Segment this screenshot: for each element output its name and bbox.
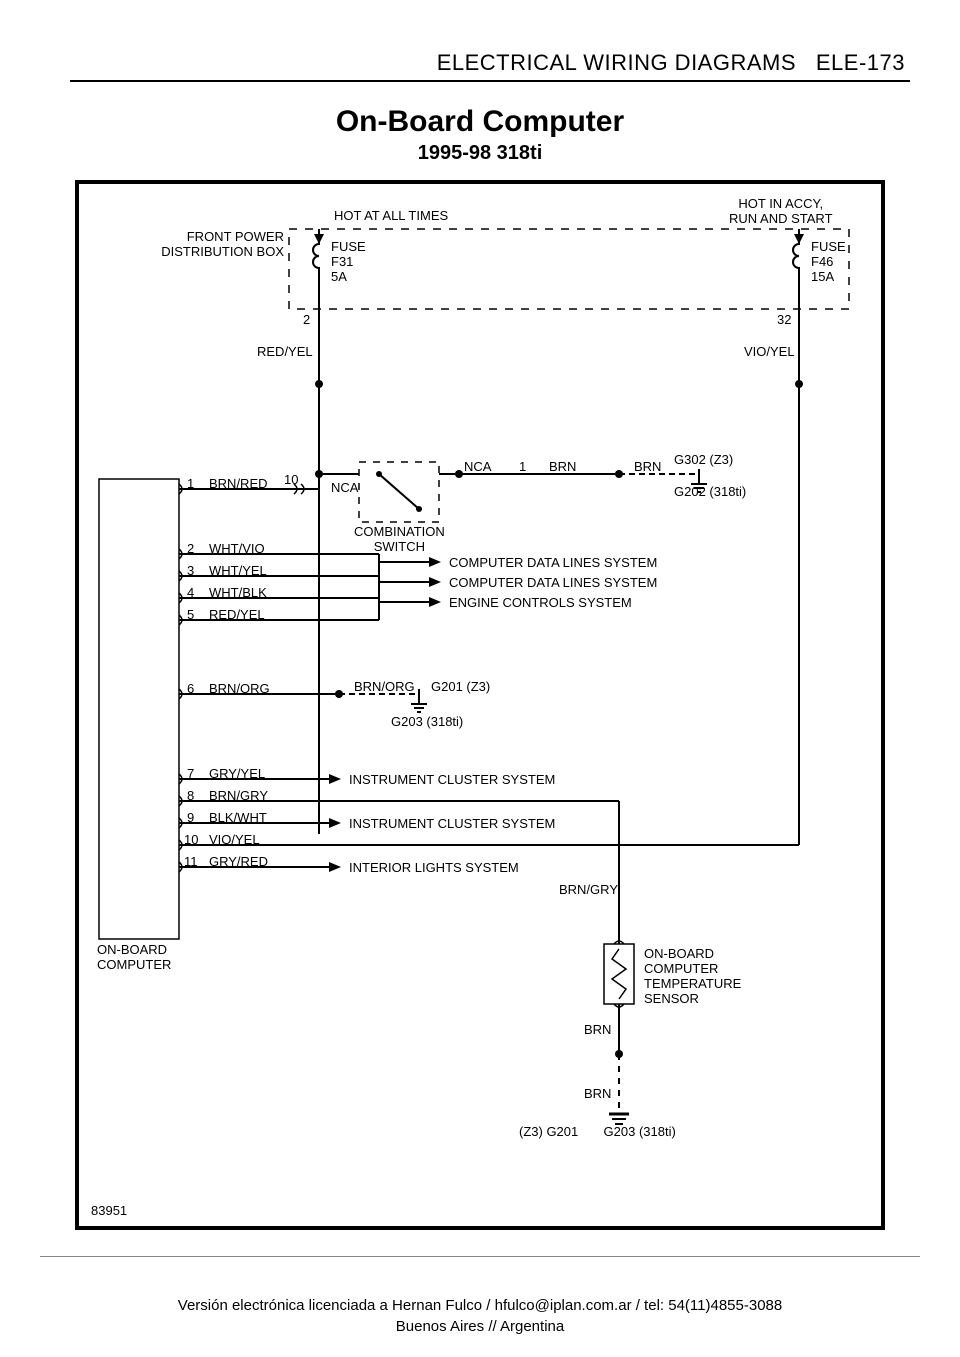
p9w: BLK/WHT	[209, 810, 267, 825]
header-rule	[70, 80, 910, 82]
p2w: WHT/VIO	[209, 541, 265, 556]
p11w: GRY/RED	[209, 854, 268, 869]
obc-label: ON-BOARD COMPUTER	[97, 942, 171, 972]
nca-left: NCA	[331, 480, 358, 495]
diagram-number: 83951	[91, 1203, 127, 1218]
p5w: RED/YEL	[209, 607, 265, 622]
p8n: 8	[187, 788, 194, 803]
ground-final: (Z3) G201 G203 (318ti)	[519, 1124, 676, 1139]
p6w: BRN/ORG	[209, 681, 270, 696]
front-power-box: FRONT POWER DISTRIBUTION BOX	[159, 229, 284, 259]
brn-b: BRN	[584, 1086, 611, 1101]
g302: G302 (Z3)	[674, 452, 733, 467]
page-num: ELE-173	[816, 50, 905, 75]
brn-a: BRN	[584, 1022, 611, 1037]
wiring-svg	[79, 184, 881, 1226]
fuse31-id: F31	[331, 254, 353, 269]
p4n: 4	[187, 585, 194, 600]
page-title: On-Board Computer	[0, 105, 960, 139]
p6n: 6	[187, 681, 194, 696]
red-yel: RED/YEL	[257, 344, 313, 359]
fuse46-label: FUSE	[811, 239, 846, 254]
section-text: ELECTRICAL WIRING DIAGRAMS	[437, 50, 796, 75]
diagram-frame: HOT AT ALL TIMES HOT IN ACCY, RUN AND ST…	[75, 180, 885, 1230]
p3n: 3	[187, 563, 194, 578]
brn-1: BRN	[549, 459, 576, 474]
p3w: WHT/YEL	[209, 563, 267, 578]
fuse31-rating: 5A	[331, 269, 347, 284]
footer-line2: Buenos Aires // Argentina	[0, 1316, 960, 1337]
fuse46-rating: 15A	[811, 269, 834, 284]
arrow-ils: INTERIOR LIGHTS SYSTEM	[349, 860, 519, 875]
footer: Versión electrónica licenciada a Hernan …	[0, 1295, 960, 1337]
fuse31-label: FUSE	[331, 239, 366, 254]
p9n: 9	[187, 810, 194, 825]
hot-all-times: HOT AT ALL TIMES	[334, 208, 448, 223]
p1w: BRN/RED	[209, 476, 268, 491]
g201: G201 (Z3)	[431, 679, 490, 694]
p7n: 7	[187, 766, 194, 781]
nca-right: NCA	[464, 459, 491, 474]
temp-sensor: ON-BOARD COMPUTER TEMPERATURE SENSOR	[644, 946, 741, 1006]
p2n: 2	[187, 541, 194, 556]
p5n: 5	[187, 607, 194, 622]
header-section: ELECTRICAL WIRING DIAGRAMS ELE-173	[437, 50, 905, 76]
p1note: 10	[284, 472, 298, 487]
p7w: GRY/YEL	[209, 766, 265, 781]
footer-line1: Versión electrónica licenciada a Hernan …	[0, 1295, 960, 1316]
g202: G202 (318ti)	[674, 484, 746, 499]
page: ELECTRICAL WIRING DIAGRAMS ELE-173 On-Bo…	[0, 0, 960, 1357]
p4w: WHT/BLK	[209, 585, 267, 600]
comb-switch: COMBINATION SWITCH	[354, 524, 445, 554]
arrow-ics1: INSTRUMENT CLUSTER SYSTEM	[349, 772, 555, 787]
p11n: 11	[184, 854, 198, 869]
arrow-cds2: COMPUTER DATA LINES SYSTEM	[449, 575, 657, 590]
hot-accy: HOT IN ACCY, RUN AND START	[729, 196, 833, 226]
pin32: 32	[777, 312, 791, 327]
arrow-ecs: ENGINE CONTROLS SYSTEM	[449, 595, 632, 610]
p10w: VIO/YEL	[209, 832, 260, 847]
arrow-cds1: COMPUTER DATA LINES SYSTEM	[449, 555, 657, 570]
brn-gry: BRN/GRY	[559, 882, 618, 897]
pin2: 2	[303, 312, 310, 327]
comb-pin1: 1	[519, 459, 526, 474]
footer-rule	[40, 1256, 920, 1257]
fuse46-id: F46	[811, 254, 833, 269]
brn-2: BRN	[634, 459, 661, 474]
p10n: 10	[184, 832, 198, 847]
g203: G203 (318ti)	[391, 714, 463, 729]
p8w: BRN/GRY	[209, 788, 268, 803]
page-subtitle: 1995-98 318ti	[0, 142, 960, 165]
vio-yel: VIO/YEL	[744, 344, 795, 359]
p1n: 1	[187, 476, 194, 491]
splice6-wire: BRN/ORG	[354, 679, 415, 694]
arrow-ics2: INSTRUMENT CLUSTER SYSTEM	[349, 816, 555, 831]
